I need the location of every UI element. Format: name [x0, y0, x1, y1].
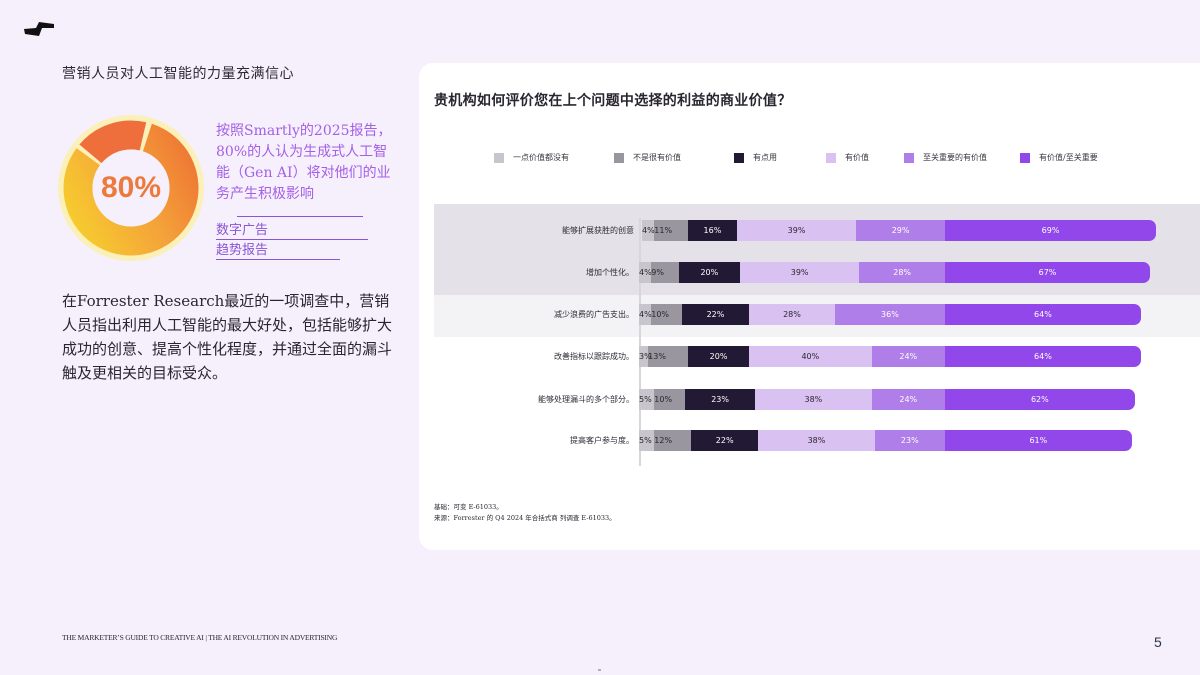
link-digital-ads[interactable]: 数字广告 — [216, 222, 368, 240]
bar-segment: 38% — [755, 389, 872, 410]
bar-segment: 24% — [871, 346, 945, 367]
bar-segment: 5% — [639, 430, 655, 451]
lightning-bolt-logo-icon — [24, 22, 54, 36]
bar-segment: 11% — [654, 220, 688, 241]
legend-swatch — [1020, 152, 1030, 163]
row-label: 能够扩展获胜的创意 — [562, 226, 634, 235]
bar-segment: 39% — [736, 220, 857, 241]
bar-segment: 28% — [859, 262, 945, 283]
legend-label: 有点用 — [753, 153, 777, 162]
legend-swatch — [614, 152, 624, 163]
bar-segment-total: 67% — [945, 262, 1151, 283]
legend-item: 一点价值都没有 — [494, 152, 569, 163]
bar-segment: 12% — [654, 430, 692, 451]
row-label: 增加个性化。 — [586, 268, 634, 277]
bar-segment: 16% — [687, 220, 737, 241]
bar-segment-total: 64% — [945, 346, 1141, 367]
legend-label: 不是很有价值 — [633, 153, 681, 162]
bar-segment: 39% — [739, 262, 860, 283]
legend-item: 有价值/至关重要 — [1020, 152, 1098, 163]
donut-value: 80% — [100, 171, 162, 204]
bar-segment: 36% — [834, 304, 945, 325]
bar-segment: 24% — [871, 389, 945, 410]
bar-segment: 28% — [749, 304, 835, 325]
link-trend-report[interactable]: 趋势报告 — [216, 242, 340, 260]
donut-main-segment — [63, 120, 199, 256]
donut-chart — [58, 115, 204, 261]
legend-item: 有价值 — [826, 152, 869, 163]
decorative-dot — [598, 669, 601, 671]
legend-item: 至关重要的有价值 — [904, 152, 987, 163]
row-label: 减少浪费的广告支出。 — [554, 310, 634, 319]
bar-segment: 3% — [639, 346, 652, 367]
bar-segment: 9% — [651, 262, 679, 283]
bar-segment: 20% — [687, 346, 750, 367]
chart-row: 增加个性化。 28% 39% 20% 9% 4% 67% — [0, 262, 1200, 283]
row-label: 提高客户参与度。 — [570, 436, 634, 445]
bar-segment: 4% — [639, 304, 652, 325]
footnote-source: 来源：Forrester 的 Q4 2024 年合括式商 列调查 E-61033… — [434, 514, 616, 522]
footnote-base: 基础：可变 E-61033。 — [434, 503, 503, 511]
bar-segment: 23% — [684, 389, 756, 410]
bar-segment: 13% — [648, 346, 688, 367]
page-number: 5 — [1154, 634, 1162, 650]
chart-axis — [639, 218, 641, 466]
bar-segment-total: 61% — [945, 430, 1132, 451]
legend-swatch — [826, 152, 836, 163]
bar-segment: 40% — [749, 346, 872, 367]
bar-segment: 38% — [758, 430, 875, 451]
chart-row: 能够处理漏斗的多个部分。 24% 38% 23% 10% 5% 62% — [0, 389, 1200, 410]
bar-segment: 20% — [678, 262, 740, 283]
bar-segment: 5% — [639, 389, 655, 410]
legend-swatch — [494, 152, 504, 163]
legend-label: 有价值 — [845, 153, 869, 162]
row-label: 改善指标以跟踪成功。 — [554, 352, 634, 361]
bar-segment: 4% — [639, 262, 652, 283]
bar-segment: 10% — [654, 389, 685, 410]
bar-segment-total: 62% — [945, 389, 1135, 410]
divider — [237, 216, 363, 217]
legend-label: 有价值/至关重要 — [1039, 153, 1098, 162]
chart-row: 减少浪费的广告支出。 36% 28% 22% 10% 4% 64% — [0, 304, 1200, 325]
legend-swatch — [734, 152, 744, 163]
stat-description: 按照Smartly的2025报告，80%的人认为生成式人工智能（Gen AI）将… — [216, 123, 392, 202]
chart-title: 贵机构如何评价您在上个问题中选择的利益的商业价值？ — [434, 93, 792, 109]
legend-label: 一点价值都没有 — [513, 153, 569, 162]
bar-segment-total: 64% — [945, 304, 1141, 325]
section-title: 营销人员对人工智能的力量充满信心 — [62, 66, 294, 82]
chart-row: 提高客户参与度。 23% 38% 22% 12% 5% 61% — [0, 430, 1200, 451]
footer-title: THE MARKETER’S GUIDE TO CREATIVE AI | TH… — [62, 633, 338, 642]
legend-item: 有点用 — [734, 152, 777, 163]
bar-segment-total: 69% — [945, 220, 1157, 241]
chart-row: 能够扩展获胜的创意 29% 39% 16% 11% 4% 69% — [0, 220, 1200, 241]
bar-segment: 22% — [691, 430, 759, 451]
legend-item: 不是很有价值 — [614, 152, 681, 163]
bar-segment: 4% — [642, 220, 655, 241]
legend-swatch — [904, 152, 914, 163]
chart-row: 改善指标以跟踪成功。 24% 40% 20% 13% 3% 64% — [0, 346, 1200, 367]
chart-footnotes: 基础：可变 E-61033。 来源：Forrester 的 Q4 2024 年合… — [434, 502, 616, 524]
bar-segment: 29% — [856, 220, 945, 241]
legend-label: 至关重要的有价值 — [923, 153, 987, 162]
bar-segment: 23% — [874, 430, 945, 451]
bar-segment: 10% — [651, 304, 682, 325]
body-paragraph: 在Forrester Research最近的一项调查中，营销人员指出利用人工智能… — [62, 292, 393, 382]
row-label: 能够处理漏斗的多个部分。 — [538, 395, 634, 404]
bar-segment: 22% — [681, 304, 750, 325]
